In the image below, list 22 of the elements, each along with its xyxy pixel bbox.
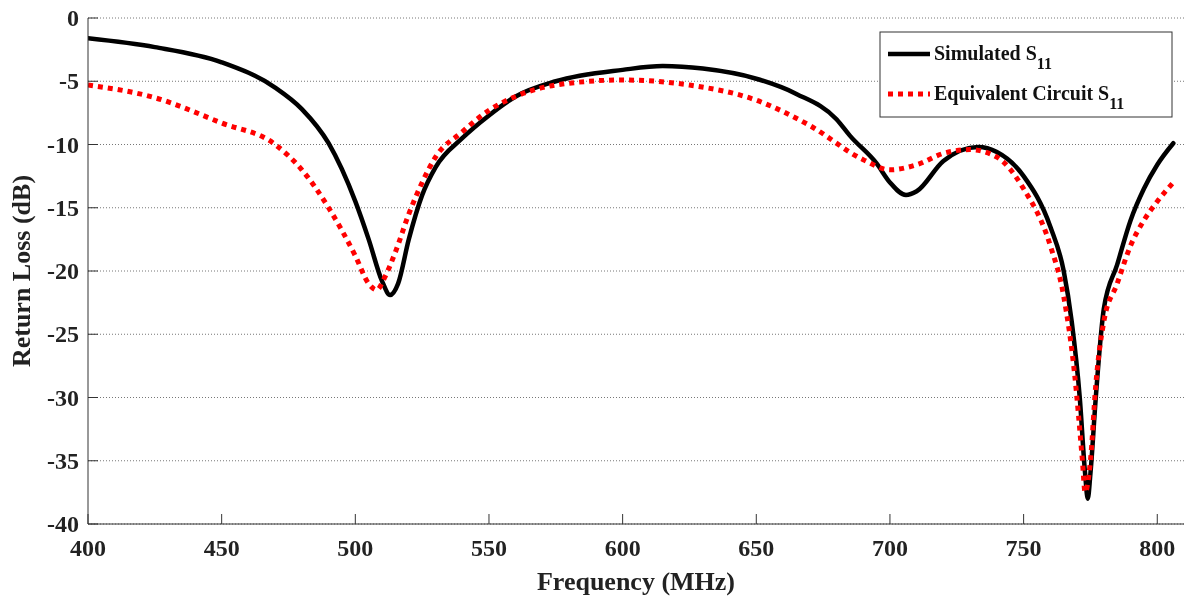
y-tick-label: -25	[47, 321, 79, 348]
y-tick-label: -30	[47, 384, 79, 411]
x-tick-label: 750	[1005, 535, 1042, 561]
legend-label: Simulated S$_{11}$	[934, 42, 1052, 72]
x-tick-label: 600	[604, 535, 641, 561]
y-tick-label: -35	[47, 447, 79, 474]
y-tick-label: -20	[47, 258, 79, 284]
x-tick-label: 550	[470, 535, 507, 561]
x-tick-label: 450	[203, 535, 240, 561]
y-tick-label: 0	[67, 5, 79, 31]
x-tick-label: 500	[337, 535, 374, 561]
y-tick-label: -10	[47, 131, 79, 158]
x-tick-label: 700	[871, 535, 908, 561]
y-axis-title: Return Loss (dB)	[7, 174, 36, 368]
x-axis-title: Frequency (MHz)	[536, 567, 736, 596]
x-tick-label: 650	[738, 535, 775, 561]
legend-label: Equivalent Circuit S$_{11}$	[934, 82, 1125, 112]
y-tick-label: -40	[47, 511, 79, 537]
x-tick-label: 400	[70, 535, 106, 561]
x-tick-label: 800	[1139, 535, 1176, 561]
y-tick-label: -15	[47, 194, 79, 221]
y-tick-label: -5	[59, 68, 79, 95]
